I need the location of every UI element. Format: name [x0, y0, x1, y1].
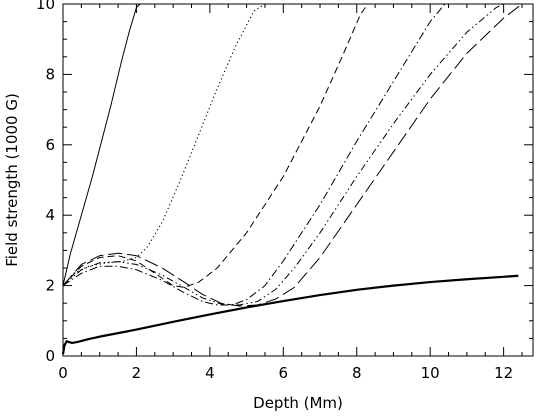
- x-tick-label: 8: [352, 364, 362, 382]
- x-axis-ticks: 0 2 4 6 8 10 12: [58, 4, 523, 382]
- y-tick-label: 4: [45, 206, 55, 224]
- y-axis-ticks: 0 2 4 6 8 10: [36, 0, 533, 365]
- x-tick-label: 6: [279, 364, 289, 382]
- y-tick-label: 10: [36, 0, 55, 13]
- plot-frame: [62, 3, 534, 357]
- x-tick-label: 12: [494, 364, 513, 382]
- y-tick-label: 8: [45, 65, 55, 83]
- series-line-long-dash: [62, 3, 523, 307]
- y-tick-label: 0: [45, 347, 55, 365]
- series-line-dash-dot: [62, 3, 446, 306]
- y-axis-label: Field strength (1000 G): [3, 93, 21, 267]
- series-group: [61, 3, 523, 355]
- x-tick-label: 10: [421, 364, 440, 382]
- x-tick-label: 0: [58, 364, 68, 382]
- series-line-solid: [62, 3, 141, 286]
- y-tick-label: 2: [45, 277, 55, 295]
- x-tick-label: 4: [205, 364, 215, 382]
- y-tick-label: 6: [45, 136, 55, 154]
- x-tick-label: 2: [132, 364, 142, 382]
- series-line-thick-solid: [61, 274, 519, 355]
- x-axis-label: Depth (Mm): [253, 394, 343, 412]
- series-line-dotted: [62, 3, 266, 286]
- series-line-dash-dot-dot: [62, 3, 504, 306]
- series-line-dashed: [62, 3, 369, 288]
